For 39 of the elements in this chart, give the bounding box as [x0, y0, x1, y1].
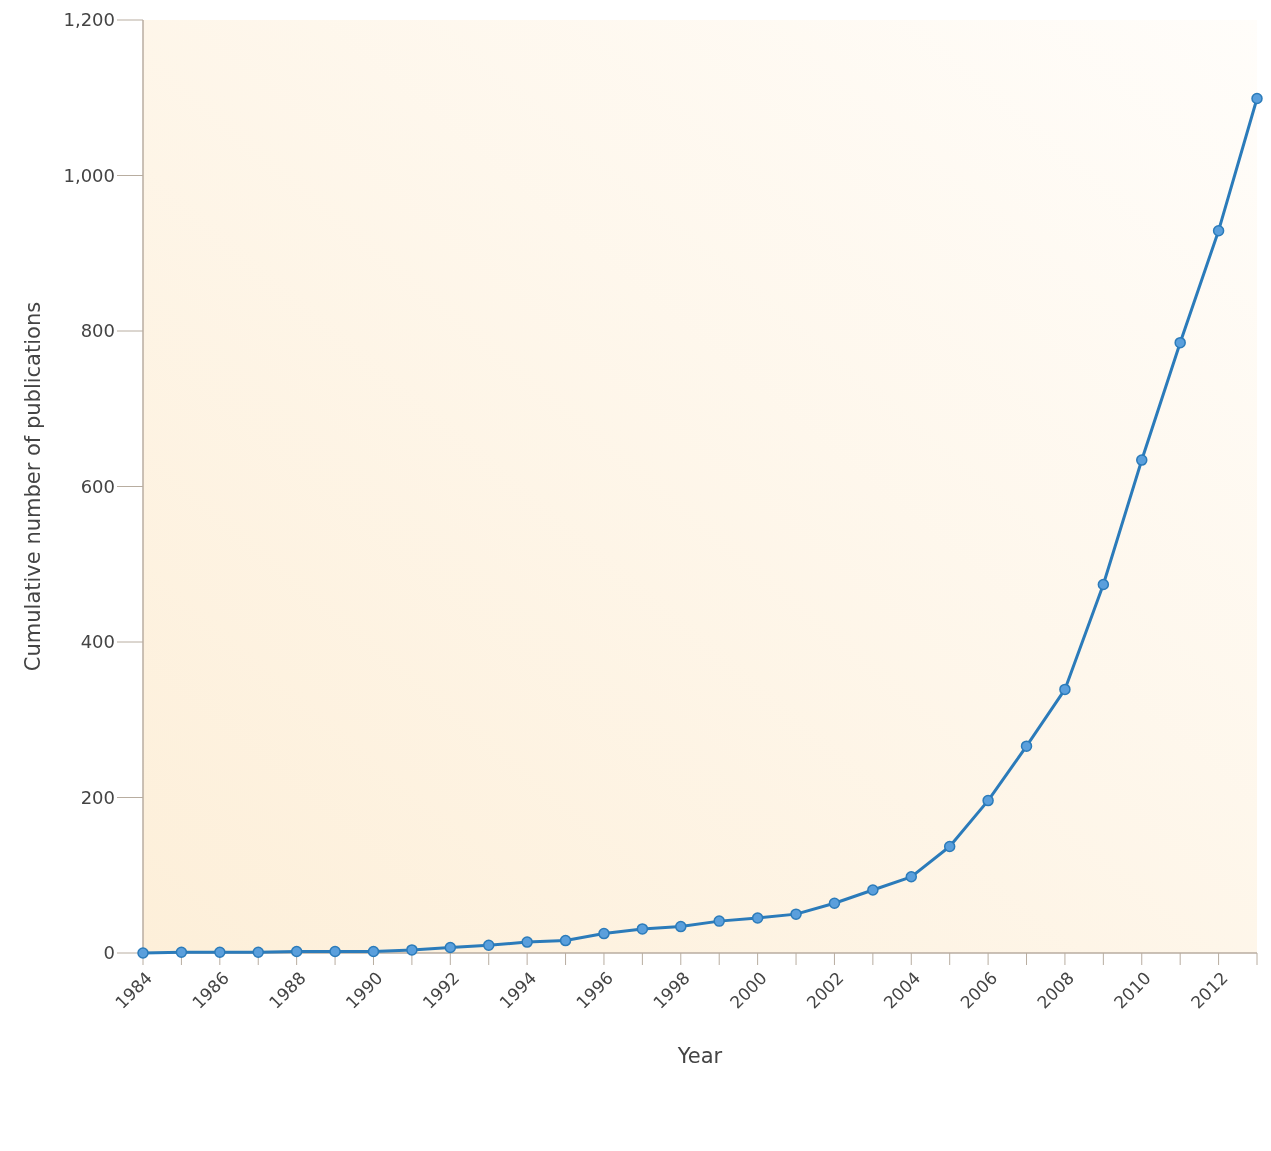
point [1097, 578, 1110, 591]
point [828, 897, 841, 909]
point [790, 908, 802, 920]
point [1174, 336, 1186, 349]
point [559, 934, 572, 947]
y-tick-label: 1,000 [63, 164, 115, 186]
point [1020, 740, 1033, 752]
point [521, 936, 533, 948]
x-axis-title: Year [676, 1044, 723, 1068]
point [905, 871, 918, 883]
point [1136, 454, 1148, 466]
point [1251, 92, 1263, 105]
point [675, 920, 687, 933]
point [636, 923, 649, 935]
point [1212, 224, 1225, 237]
point [482, 939, 495, 951]
point [598, 927, 610, 940]
point [982, 794, 994, 807]
y-tick-label: 600 [80, 475, 115, 497]
y-tick-label: 200 [80, 786, 115, 808]
point [367, 945, 380, 958]
point [444, 941, 457, 954]
point [943, 840, 956, 853]
point [290, 945, 303, 958]
y-tick-label: 800 [80, 320, 115, 342]
point [252, 946, 264, 958]
y-axis-title: Cumulative number of publications [21, 301, 45, 672]
point [751, 912, 764, 924]
point [175, 946, 188, 958]
y-tick-label: 400 [80, 631, 115, 653]
y-tick-label: 1,200 [63, 9, 115, 31]
point [867, 884, 879, 896]
point [137, 947, 149, 959]
point [329, 945, 341, 958]
point [1059, 683, 1071, 696]
point [406, 944, 418, 956]
y-tick-label: 0 [103, 942, 115, 964]
point [713, 915, 725, 927]
point [214, 946, 226, 958]
